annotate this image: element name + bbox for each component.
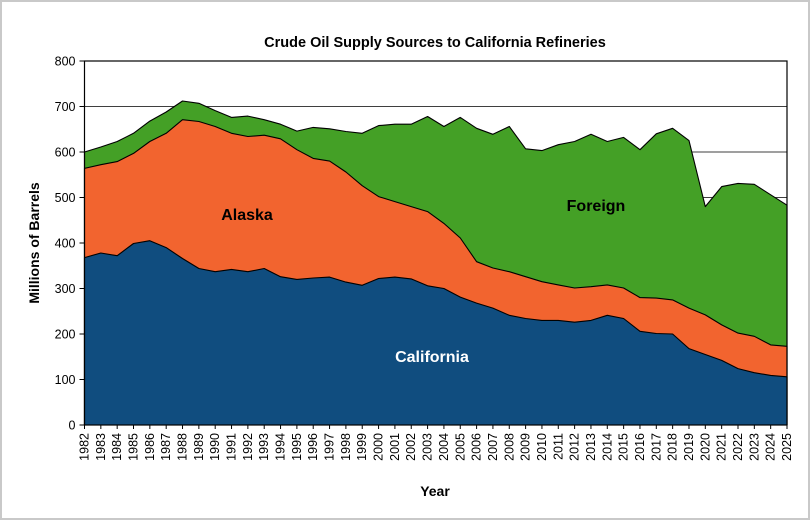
x-tick-label: 1990 xyxy=(208,433,222,461)
x-tick-label: 1985 xyxy=(127,433,141,461)
y-tick-label: 500 xyxy=(55,191,76,205)
x-tick-label: 2008 xyxy=(502,433,516,461)
x-tick-label: 1995 xyxy=(290,433,304,461)
x-tick-label: 2004 xyxy=(437,433,451,461)
series-label-california: California xyxy=(395,349,469,366)
x-tick-label: 2023 xyxy=(747,433,761,461)
x-tick-label: 2024 xyxy=(764,433,778,461)
x-tick-label: 2012 xyxy=(568,433,582,461)
x-tick-label: 1994 xyxy=(274,433,288,461)
x-tick-label: 1998 xyxy=(339,433,353,461)
x-tick-label: 2020 xyxy=(698,433,712,461)
x-tick-label: 1986 xyxy=(143,433,157,461)
x-tick-label: 1987 xyxy=(159,433,173,461)
y-tick-label: 300 xyxy=(55,282,76,296)
area-california xyxy=(83,240,788,426)
y-axis-title: Millions of Barrels xyxy=(26,182,42,304)
x-tick-label: 2014 xyxy=(600,433,614,461)
series-label-alaska: Alaska xyxy=(221,207,273,224)
x-tick-label: 2021 xyxy=(715,433,729,461)
areas-layer xyxy=(83,100,788,426)
x-tick-label: 2010 xyxy=(535,433,549,461)
series-label-foreign: Foreign xyxy=(567,198,626,215)
x-tick-label: 1982 xyxy=(78,433,92,461)
x-tick-label: 2015 xyxy=(617,433,631,461)
x-tick-label: 2005 xyxy=(453,433,467,461)
x-tick-label: 2001 xyxy=(388,433,402,461)
x-tick-label: 2017 xyxy=(649,433,663,461)
chart-title: Crude Oil Supply Sources to California R… xyxy=(264,35,606,51)
y-tick-label: 800 xyxy=(55,54,76,68)
y-tick-label: 0 xyxy=(69,418,76,432)
x-tick-label: 2013 xyxy=(584,433,598,461)
x-tick-label: 2006 xyxy=(470,433,484,461)
x-tick-label: 1984 xyxy=(110,433,124,461)
x-tick-label: 2007 xyxy=(486,433,500,461)
y-tick-label: 600 xyxy=(55,145,76,159)
x-tick-label: 2003 xyxy=(421,433,435,461)
x-tick-label: 2022 xyxy=(731,433,745,461)
x-tick-label: 1993 xyxy=(257,433,271,461)
x-tick-label: 2011 xyxy=(551,433,565,460)
x-tick-label: 1992 xyxy=(241,433,255,461)
x-tick-label: 2000 xyxy=(372,433,386,461)
y-tick-label: 400 xyxy=(55,236,76,250)
x-tick-label: 2025 xyxy=(780,433,794,461)
x-tick-label: 1997 xyxy=(323,433,337,461)
x-tick-label: 2016 xyxy=(633,433,647,461)
x-tick-label: 2009 xyxy=(519,433,533,461)
x-tick-label: 1999 xyxy=(355,433,369,461)
x-tick-label: 1989 xyxy=(192,433,206,461)
x-tick-label: 1991 xyxy=(225,433,239,461)
x-tick-label: 2002 xyxy=(404,433,418,461)
y-tick-label: 100 xyxy=(55,373,76,387)
x-tick-label: 2018 xyxy=(666,433,680,461)
x-axis-title: Year xyxy=(420,483,450,499)
x-tick-label: 1983 xyxy=(94,433,108,461)
y-tick-label: 700 xyxy=(55,100,76,114)
x-tick-label: 2019 xyxy=(682,433,696,461)
y-tick-label: 200 xyxy=(55,327,76,341)
x-tick-label: 1988 xyxy=(176,433,190,461)
ticks-layer xyxy=(79,60,788,429)
x-tick-label: 1996 xyxy=(306,433,320,461)
